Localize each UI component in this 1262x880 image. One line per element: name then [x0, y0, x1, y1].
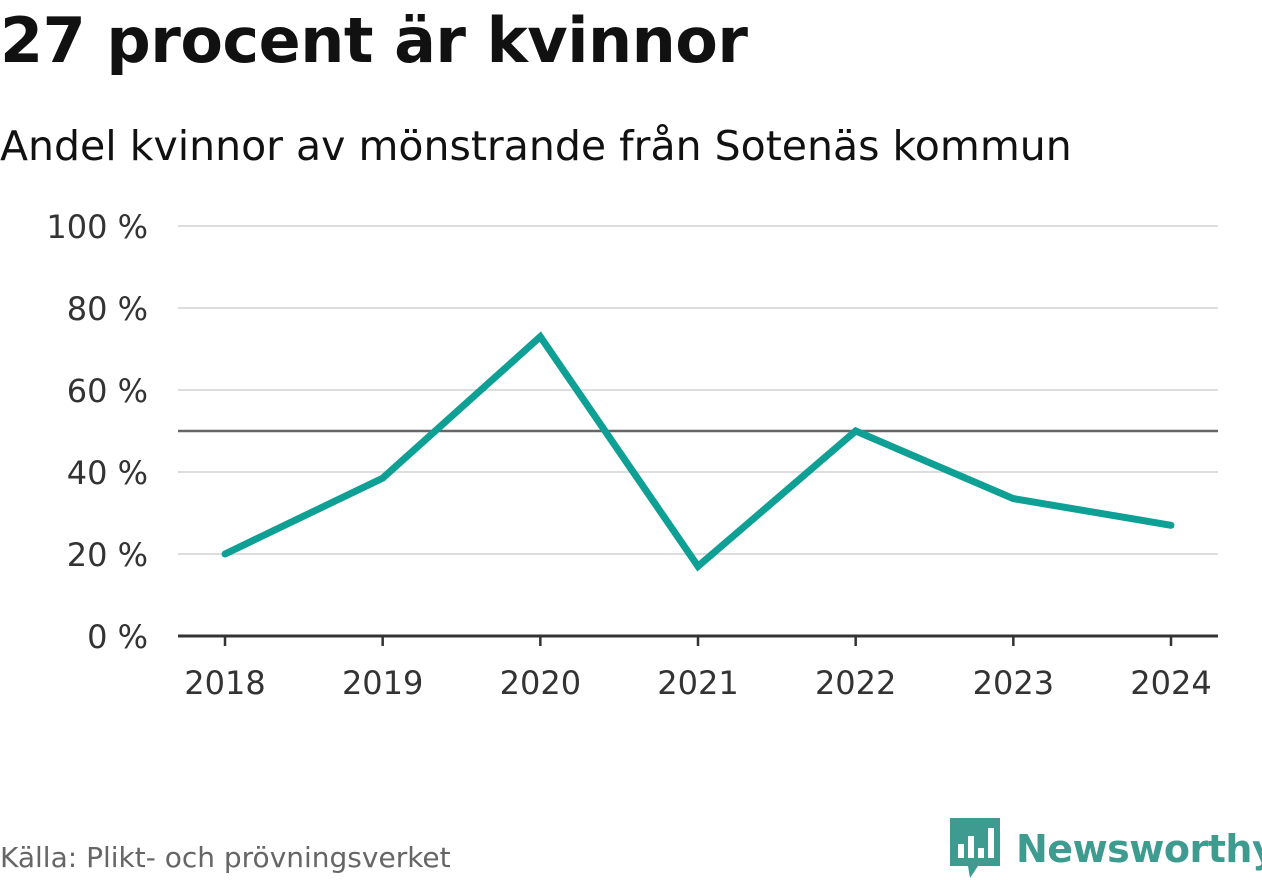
x-tick-label: 2023 [973, 664, 1054, 702]
gridlines [178, 225, 1218, 555]
x-tick-label: 2018 [184, 664, 265, 702]
brand-name: Newsworthy [1016, 827, 1262, 871]
y-tick-label: 20 % [67, 536, 148, 574]
source-note: Källa: Plikt- och prövningsverket [0, 841, 451, 874]
y-tick-label: 40 % [67, 454, 148, 492]
series-layer [221, 331, 1175, 572]
x-tick-label: 2020 [500, 664, 581, 702]
data-point [221, 550, 229, 558]
y-tick-label: 0 % [87, 618, 148, 656]
x-tick-label: 2024 [1130, 664, 1211, 702]
x-tick-label: 2021 [657, 664, 738, 702]
x-axis-tick-labels: 2018 2019 2020 2021 2022 2023 2024 [184, 664, 1211, 702]
brand-logo: Newsworthy [950, 818, 1262, 880]
data-point [536, 333, 544, 341]
series-line [223, 331, 1172, 572]
data-point [694, 562, 702, 570]
data-point [379, 474, 387, 482]
x-tick-label: 2019 [342, 664, 423, 702]
chart-subtitle: Andel kvinnor av mönstrande från Sotenäs… [0, 122, 1072, 170]
data-point [852, 427, 860, 435]
x-axis [178, 634, 1218, 646]
bar-chart-speech-bubble-icon [950, 818, 1000, 878]
data-point [1009, 495, 1017, 503]
y-axis-tick-labels: 0 % 20 % 40 % 60 % 80 % 100 % [46, 208, 148, 656]
y-tick-label: 60 % [67, 372, 148, 410]
data-point [1167, 521, 1175, 529]
chart-title: 27 procent är kvinnor [0, 4, 748, 77]
x-tick-label: 2022 [815, 664, 896, 702]
y-tick-label: 100 % [46, 208, 148, 246]
y-tick-label: 80 % [67, 290, 148, 328]
